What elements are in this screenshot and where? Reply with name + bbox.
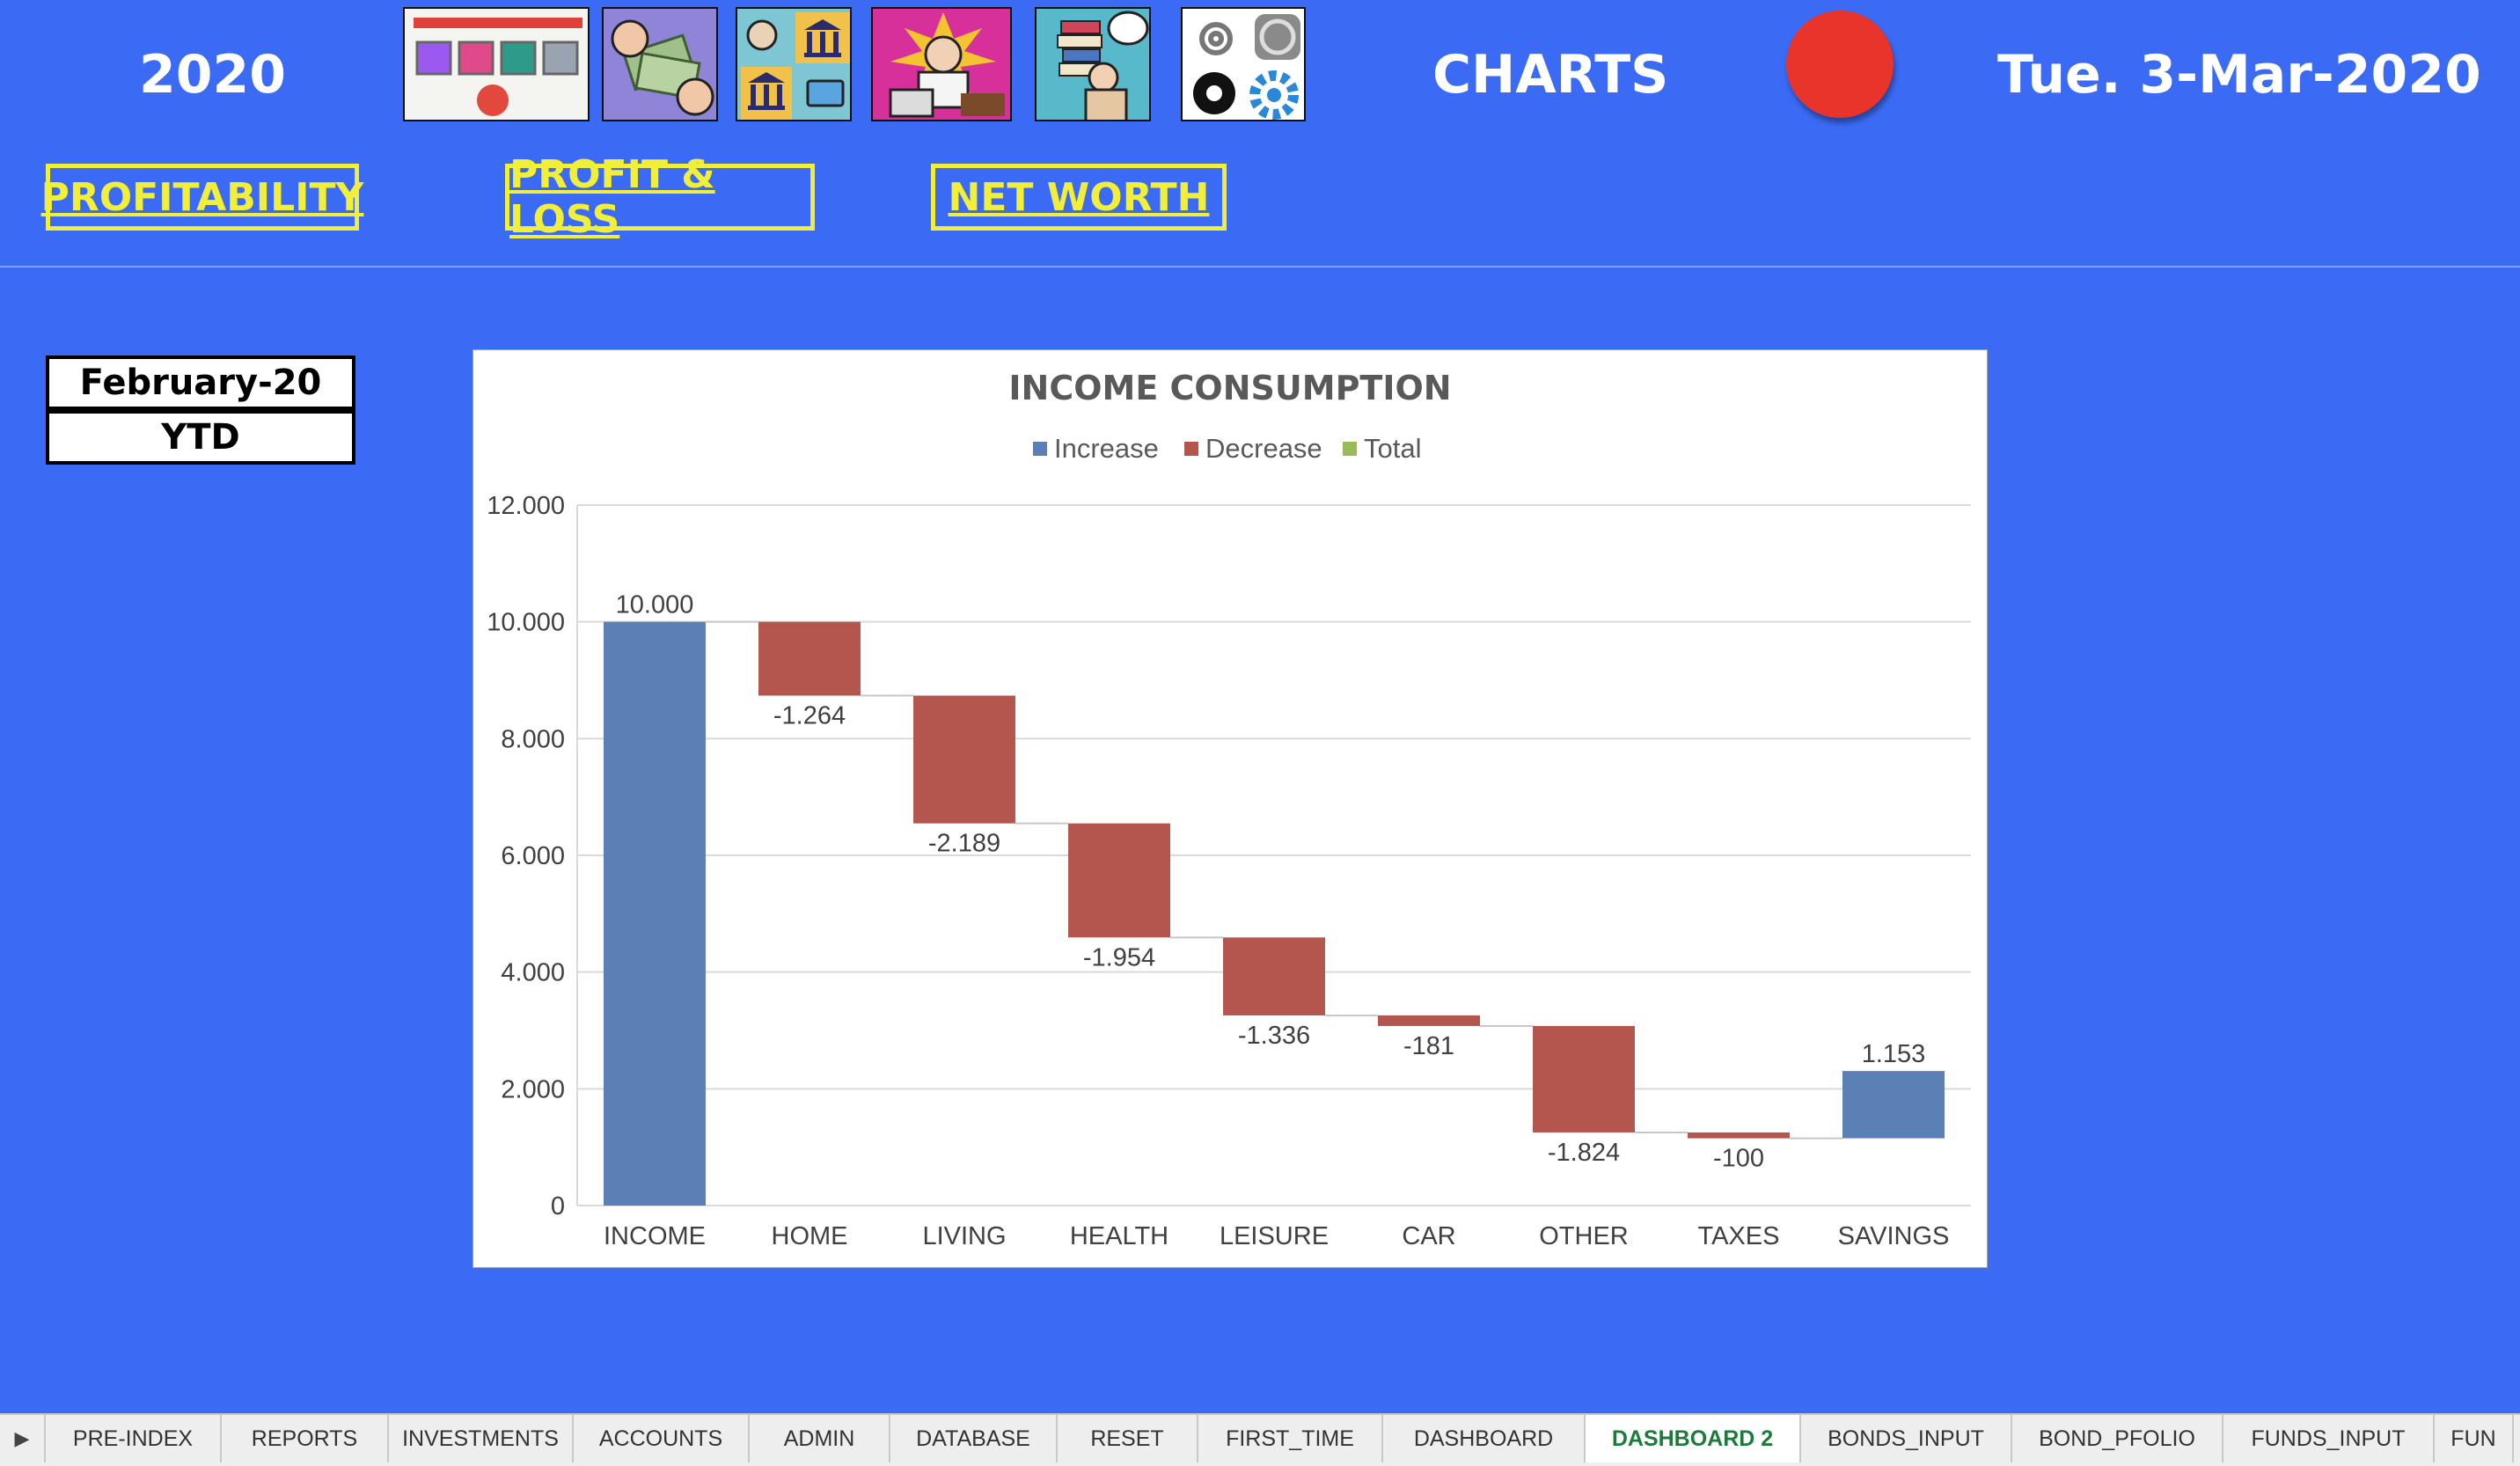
data-label: -2.189 [928,830,1000,858]
year-label: 2020 [139,44,286,106]
sheet-tab-dashboard[interactable]: DASHBOARD [1383,1415,1586,1462]
sheet-tab-reports[interactable]: REPORTS [222,1415,389,1462]
current-date: Tue. 3-Mar-2020 [1997,44,2481,106]
sheet-tab-database[interactable]: DATABASE [890,1415,1058,1462]
data-label: -1.336 [1238,1022,1310,1050]
legend-label: Decrease [1205,433,1322,464]
x-tick-label: INCOME [604,1222,706,1250]
x-tick-label: TAXES [1698,1222,1780,1250]
y-tick-label: 4.000 [501,959,565,987]
sheet-tab-reset[interactable]: RESET [1058,1415,1198,1462]
data-label: -1.824 [1548,1139,1620,1167]
dashboard-icon[interactable] [403,7,590,121]
waterfall-bar [1223,937,1325,1015]
status-indicator [1786,11,1894,118]
chart-canvas: 0 2.000 4.000 6.000 8.000 10.000 12.000 INCOME … [487,369,1971,1250]
y-tick-label: 10.000 [487,609,565,637]
y-tick-label: 6.000 [501,842,565,870]
x-tick-label: CAR [1402,1222,1455,1250]
legend-label: Increase [1054,433,1159,464]
money-icon[interactable] [602,7,718,121]
legend-swatch [1033,442,1047,456]
legend-swatch [1184,442,1198,456]
stressed-worker-icon[interactable] [871,7,1012,121]
sheet-tab-bar: ▶ PRE-INDEX REPORTS INVESTMENTS ACCOUNTS ADM… [0,1413,2520,1466]
tab-scroll-arrow-icon[interactable]: ▶ [0,1415,46,1462]
data-label: -1.264 [773,702,846,730]
legend-label: Total [1364,433,1421,464]
data-label: 1.153 [1862,1040,1926,1068]
sheet-tab-bonds-input[interactable]: BONDS_INPUT [1801,1415,2012,1462]
waterfall-bar [1688,1132,1790,1139]
y-tick-label: 0 [551,1192,565,1220]
data-label: -181 [1403,1032,1454,1060]
page-title: CHARTS [1432,44,1669,106]
x-tick-label: LEISURE [1220,1222,1329,1250]
profitability-button[interactable]: PROFITABILITY [41,164,363,231]
income-consumption-chart: 0 2.000 4.000 6.000 8.000 10.000 12.000 INCOME … [472,349,1988,1268]
chart-title: INCOME CONSUMPTION [1008,369,1451,407]
x-tick-label: HOME [772,1222,848,1250]
sheet-tab-dashboard-2[interactable]: DASHBOARD 2 [1586,1415,1801,1462]
period-month[interactable]: February-20 [46,356,355,410]
y-tick-label: 2.000 [501,1075,565,1103]
x-tick-label: HEALTH [1070,1222,1168,1250]
sheet-tab-bond-pfolio[interactable]: BOND_PFOLIO [2012,1415,2223,1462]
sheet-tab-first-time[interactable]: FIRST_TIME [1198,1415,1383,1462]
waterfall-bar [1378,1015,1480,1026]
waterfall-bar [1533,1025,1635,1132]
paperwork-icon[interactable] [1035,7,1151,121]
waterfall-bar [604,621,706,1206]
data-label: 10.000 [616,591,694,619]
waterfall-bar [913,695,1015,824]
settings-gears-icon[interactable] [1181,7,1306,121]
y-tick-label: 8.000 [501,725,565,753]
profit-loss-button[interactable]: PROFIT & LOSS [505,152,815,242]
waterfall-bar [1842,1071,1945,1139]
waterfall-bar [1068,823,1170,938]
waterfall-bar [758,621,861,696]
header-divider [0,266,2520,268]
sheet-tab-accounts[interactable]: ACCOUNTS [574,1415,750,1462]
data-label: -1.954 [1083,943,1155,971]
x-tick-label: OTHER [1539,1222,1629,1250]
banking-icon[interactable] [736,7,852,121]
data-label: -100 [1713,1145,1764,1173]
sheet-tab-admin[interactable]: ADMIN [750,1415,890,1462]
y-tick-label: 12.000 [487,492,565,520]
sheet-tab-funds-input[interactable]: FUNDS_INPUT [2223,1415,2435,1462]
net-worth-button[interactable]: NET WORTH [931,164,1227,231]
sheet-tab-fun[interactable]: FUN [2435,1415,2514,1462]
sheet-tab-investments[interactable]: INVESTMENTS [389,1415,574,1462]
legend-swatch [1343,442,1357,456]
x-tick-label: LIVING [922,1222,1006,1250]
sheet-tab-pre-index[interactable]: PRE-INDEX [46,1415,222,1462]
period-range[interactable]: YTD [46,410,355,465]
x-tick-label: SAVINGS [1838,1222,1950,1250]
